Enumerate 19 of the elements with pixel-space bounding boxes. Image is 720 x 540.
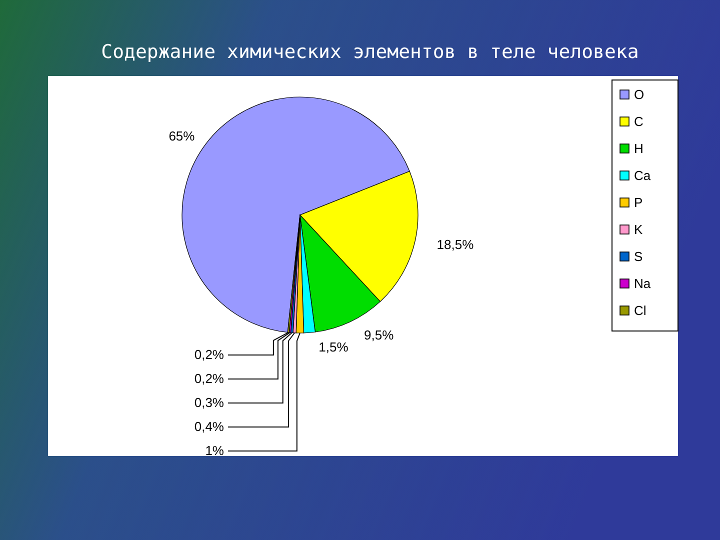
legend-label: K <box>634 222 643 237</box>
legend-label: O <box>634 87 644 102</box>
data-label: 1,5% <box>318 340 349 355</box>
data-label: 9,5% <box>364 328 394 343</box>
data-label: 0,2% <box>194 371 224 386</box>
data-label: 0,4% <box>194 419 224 434</box>
data-label: 18,5% <box>436 237 474 252</box>
legend-label: H <box>634 141 644 156</box>
legend-label: P <box>634 195 643 210</box>
legend-label: Ca <box>634 168 652 183</box>
legend-label: S <box>634 249 643 264</box>
data-label: 65% <box>168 128 196 144</box>
legend-label: Na <box>634 276 652 291</box>
data-label: 0,3% <box>194 395 224 410</box>
legend-label: C <box>634 114 644 129</box>
legend-label: Cl <box>634 303 646 318</box>
chart-title: Содержание химических элементов в теле человека <box>101 41 639 63</box>
data-label: 0,2% <box>194 347 224 362</box>
data-label: 1% <box>205 443 224 458</box>
